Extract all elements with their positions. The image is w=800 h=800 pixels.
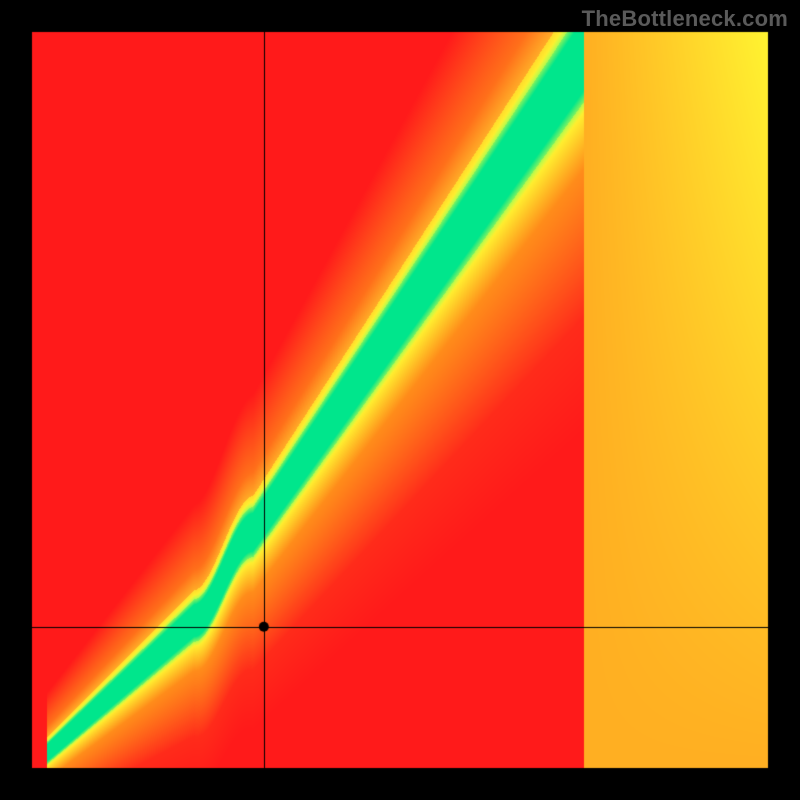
bottleneck-heatmap (0, 0, 800, 800)
watermark-text: TheBottleneck.com (582, 6, 788, 32)
